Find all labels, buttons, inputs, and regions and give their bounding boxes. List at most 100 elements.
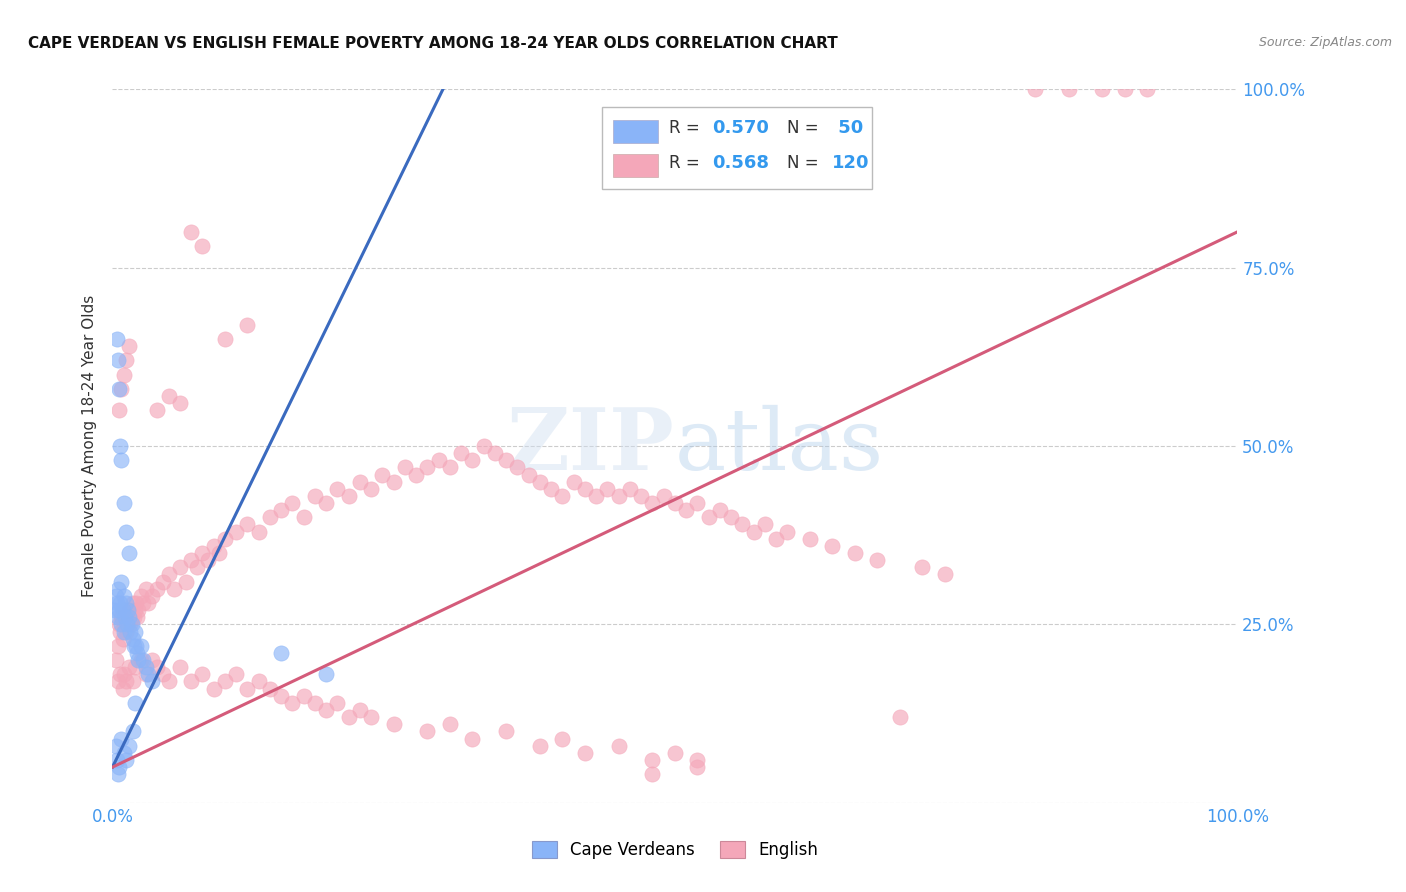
Point bbox=[652, 489, 675, 503]
Point bbox=[292, 510, 315, 524]
Point bbox=[124, 660, 146, 674]
Point bbox=[844, 546, 866, 560]
Point bbox=[135, 660, 157, 674]
Point bbox=[562, 475, 585, 489]
Point bbox=[585, 489, 607, 503]
Point bbox=[394, 460, 416, 475]
Point bbox=[141, 653, 163, 667]
Point bbox=[247, 524, 270, 539]
Point bbox=[371, 467, 394, 482]
FancyBboxPatch shape bbox=[602, 107, 872, 189]
Point bbox=[111, 632, 134, 646]
Point bbox=[107, 767, 129, 781]
Point bbox=[129, 653, 152, 667]
Point bbox=[742, 524, 765, 539]
Point bbox=[326, 482, 349, 496]
Text: Source: ZipAtlas.com: Source: ZipAtlas.com bbox=[1258, 36, 1392, 49]
Point bbox=[115, 753, 138, 767]
Point bbox=[619, 482, 641, 496]
Point bbox=[225, 667, 247, 681]
Point bbox=[120, 624, 142, 639]
Point bbox=[121, 596, 143, 610]
Point bbox=[641, 753, 664, 767]
Point bbox=[270, 646, 292, 660]
Point bbox=[122, 639, 145, 653]
Point bbox=[506, 460, 529, 475]
Point bbox=[112, 746, 135, 760]
Point bbox=[214, 332, 236, 346]
Point bbox=[315, 496, 337, 510]
Point bbox=[889, 710, 911, 724]
Point bbox=[821, 539, 844, 553]
Point bbox=[107, 582, 129, 596]
Point bbox=[112, 617, 135, 632]
Point bbox=[105, 753, 128, 767]
Point bbox=[427, 453, 450, 467]
Legend: Cape Verdeans, English: Cape Verdeans, English bbox=[524, 834, 825, 866]
Point bbox=[1136, 82, 1159, 96]
Point bbox=[191, 667, 214, 681]
Point bbox=[174, 574, 197, 589]
Point bbox=[540, 482, 562, 496]
Point bbox=[292, 689, 315, 703]
Point bbox=[709, 503, 731, 517]
Point bbox=[934, 567, 956, 582]
Point bbox=[574, 482, 596, 496]
Point bbox=[405, 467, 427, 482]
Point bbox=[664, 496, 686, 510]
Point bbox=[202, 681, 225, 696]
Point bbox=[382, 475, 405, 489]
Point bbox=[720, 510, 742, 524]
Point bbox=[112, 624, 135, 639]
Point bbox=[157, 389, 180, 403]
Point bbox=[180, 674, 202, 689]
Point bbox=[551, 731, 574, 746]
Point bbox=[416, 724, 439, 739]
Point bbox=[152, 574, 174, 589]
Point bbox=[529, 739, 551, 753]
Point bbox=[114, 603, 136, 617]
Point bbox=[1057, 82, 1080, 96]
Point bbox=[360, 710, 382, 724]
Point bbox=[107, 639, 129, 653]
Point bbox=[281, 696, 304, 710]
Point bbox=[135, 667, 157, 681]
Point bbox=[551, 489, 574, 503]
Point bbox=[110, 382, 132, 396]
Point bbox=[110, 610, 132, 624]
Point bbox=[270, 503, 292, 517]
Point bbox=[108, 603, 131, 617]
Point bbox=[664, 746, 686, 760]
Text: R =: R = bbox=[669, 120, 706, 137]
Point bbox=[607, 489, 630, 503]
Point bbox=[315, 703, 337, 717]
Point bbox=[630, 489, 652, 503]
Point bbox=[675, 503, 697, 517]
Point bbox=[315, 667, 337, 681]
Point bbox=[120, 617, 142, 632]
Point bbox=[686, 753, 709, 767]
Point bbox=[596, 482, 619, 496]
Point bbox=[225, 524, 247, 539]
Point bbox=[110, 453, 132, 467]
Point bbox=[124, 696, 146, 710]
Point bbox=[439, 460, 461, 475]
Point bbox=[115, 674, 138, 689]
Point bbox=[110, 574, 132, 589]
Point bbox=[115, 596, 138, 610]
Point bbox=[110, 624, 132, 639]
Point bbox=[180, 553, 202, 567]
Text: R =: R = bbox=[669, 153, 706, 171]
Point bbox=[337, 710, 360, 724]
Point bbox=[349, 475, 371, 489]
Point bbox=[125, 596, 148, 610]
Point bbox=[122, 610, 145, 624]
Point bbox=[461, 731, 484, 746]
Point bbox=[270, 689, 292, 703]
Point bbox=[112, 667, 135, 681]
Point bbox=[111, 603, 134, 617]
Point bbox=[118, 739, 141, 753]
Point bbox=[382, 717, 405, 731]
Point bbox=[127, 610, 149, 624]
Point bbox=[115, 617, 138, 632]
